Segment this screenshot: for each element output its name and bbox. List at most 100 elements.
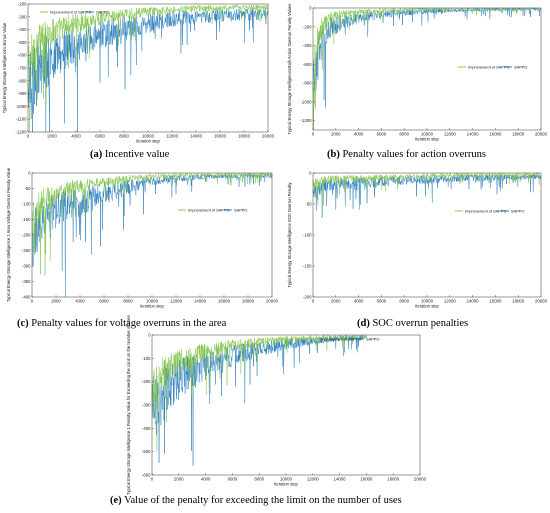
x-tick-label: 20000	[266, 299, 279, 304]
x-tick-label: 20000	[262, 134, 275, 139]
series-line-improved-sappo	[151, 334, 367, 453]
series-line-improved-sappo	[312, 7, 542, 131]
y-tick-label: -200	[22, 233, 31, 238]
chart-panel-a: 0 2000 4000 6000 8000 10000 12000 14000 16000 180…	[0, 0, 275, 148]
x-tick-label: 18000	[387, 477, 400, 482]
series-line-sappo	[312, 7, 542, 108]
series-line-improved-sappo	[31, 172, 273, 277]
y-tick-label: -500	[18, 40, 27, 45]
legend-label: Improvement of SAPPO	[320, 336, 362, 341]
legend-label: Improvement of SAPPO	[465, 208, 507, 213]
x-tick-label: 2000	[331, 299, 341, 304]
x-tick-label: 14000	[467, 299, 480, 304]
chart-panel-d: 0 2000 4000 6000 8000 10000 12000 14000 16000 180…	[285, 167, 550, 315]
series-line-improved-sappo	[312, 172, 542, 207]
caption-a: (a) Incentive value	[90, 149, 169, 160]
x-tick-label: 12000	[307, 477, 320, 482]
y-tick-label: -1100	[16, 117, 27, 122]
legend: Improvement of SAPPO SAPPO	[310, 336, 379, 341]
chart-panel-c: 0 2000 4000 6000 8000 10000 12000 14000 16000 180…	[0, 167, 279, 315]
x-tick-label: 12000	[444, 299, 457, 304]
x-tick-label: 12000	[170, 299, 183, 304]
y-tick-label: -400	[18, 27, 27, 32]
x-tick-label: 14000	[190, 134, 203, 139]
x-tick-label: 2000	[51, 299, 61, 304]
caption-d: (d) SOC overrun penalties	[357, 318, 468, 329]
y-tick-label: -1200	[16, 130, 28, 135]
y-tick-label: -250	[22, 248, 31, 253]
y-tick-label: -100	[22, 202, 31, 207]
y-tick-label: -700	[18, 66, 27, 71]
x-tick-label: 16000	[360, 477, 373, 482]
x-tick-label: 14000	[467, 132, 480, 137]
chart-a: 0 2000 4000 6000 8000 10000 12000 14000 16000 180…	[2, 2, 275, 144]
caption-b-tag: (b)	[327, 149, 340, 160]
x-tick-label: 4000	[71, 134, 81, 139]
y-tick-label: 0	[309, 171, 312, 176]
legend-label: Improvement of SAPPO	[50, 9, 92, 14]
x-tick-label: 6000	[99, 299, 109, 304]
x-tick-label: 18000	[238, 134, 251, 139]
y-tick-label: -300	[18, 14, 27, 19]
legend: Improvement of SAPPO SAPPO	[178, 207, 247, 212]
x-tick-label: 6000	[377, 299, 387, 304]
y-tick-label: -800	[18, 78, 27, 83]
series-line-sappo	[27, 8, 269, 133]
y-tick-label: -1000	[301, 99, 313, 104]
caption-d-text: SOC overrun penalties	[372, 318, 469, 329]
x-tick-label: 0	[312, 132, 315, 137]
x-tick-label: 16000	[214, 134, 227, 139]
x-axis-label: Iteration step	[415, 137, 439, 142]
x-tick-label: 10000	[280, 477, 293, 482]
legend-label: Improvement of SAPPO	[468, 64, 510, 69]
x-tick-label: 14000	[334, 477, 347, 482]
legend-label: SAPPO	[234, 207, 247, 212]
x-tick-label: 10000	[146, 299, 159, 304]
caption-b: (b) Penalty values for action overruns	[327, 149, 486, 160]
y-tick-label: 0	[28, 171, 31, 176]
x-tick-label: 20000	[414, 477, 427, 482]
y-tick-label: -600	[303, 62, 312, 67]
chart-c: 0 2000 4000 6000 8000 10000 12000 14000 16000 180…	[6, 167, 279, 308]
y-tick-label: -100	[303, 233, 312, 238]
y-tick-label: 0	[309, 6, 312, 11]
x-tick-label: 4000	[354, 132, 364, 137]
x-tick-label: 12000	[444, 132, 457, 137]
legend: Improvement of SAPPO SAPPO	[40, 9, 109, 14]
x-tick-label: 18000	[242, 299, 255, 304]
caption-d-tag: (d)	[357, 318, 370, 329]
caption-c: (c) Penalty values for voltage overruns …	[17, 318, 226, 329]
x-tick-label: 0	[31, 299, 34, 304]
plot-frame	[151, 334, 421, 476]
x-tick-label: 8000	[123, 299, 133, 304]
caption-c-text: Penalty values for voltage overruns in t…	[31, 318, 227, 329]
x-axis-label: Iteration step	[136, 139, 160, 144]
x-tick-label: 6000	[377, 132, 387, 137]
y-tick-label: -400	[303, 43, 312, 48]
x-tick-label: 16000	[218, 299, 231, 304]
y-tick-label: -200	[303, 295, 312, 300]
y-axis-label: Typical Energy Storage Intelligence SOC …	[287, 182, 292, 288]
caption-e-text: Value of the penalty for exceeding the l…	[124, 495, 402, 506]
x-tick-label: 0	[27, 134, 30, 139]
x-tick-label: 10000	[142, 134, 155, 139]
y-tick-label: -400	[22, 295, 31, 300]
chart-e: 0 2000 4000 6000 8000 10000 12000 14000 16000 180…	[126, 315, 427, 495]
x-tick-label: 8000	[254, 477, 264, 482]
y-tick-label: -100	[142, 356, 151, 361]
y-tick-label: -200	[142, 379, 151, 384]
x-axis-label: Iteration step	[415, 304, 439, 309]
x-tick-label: 2000	[47, 134, 57, 139]
chart-panel-e: 0 2000 4000 6000 8000 10000 12000 14000 16000 180…	[120, 315, 430, 495]
series-line-sappo	[151, 334, 367, 466]
y-tick-label: -200	[18, 2, 27, 7]
series-line-improved-sappo	[27, 4, 269, 133]
y-tick-label: -600	[18, 53, 27, 58]
x-tick-label: 0	[312, 299, 315, 304]
y-tick-label: -50	[305, 202, 312, 207]
y-tick-label: -300	[142, 403, 151, 408]
x-tick-label: 16000	[489, 132, 502, 137]
y-tick-label: -300	[22, 264, 31, 269]
x-tick-label: 2000	[174, 477, 184, 482]
legend: Improvement of SAPPO SAPPO	[458, 64, 527, 69]
